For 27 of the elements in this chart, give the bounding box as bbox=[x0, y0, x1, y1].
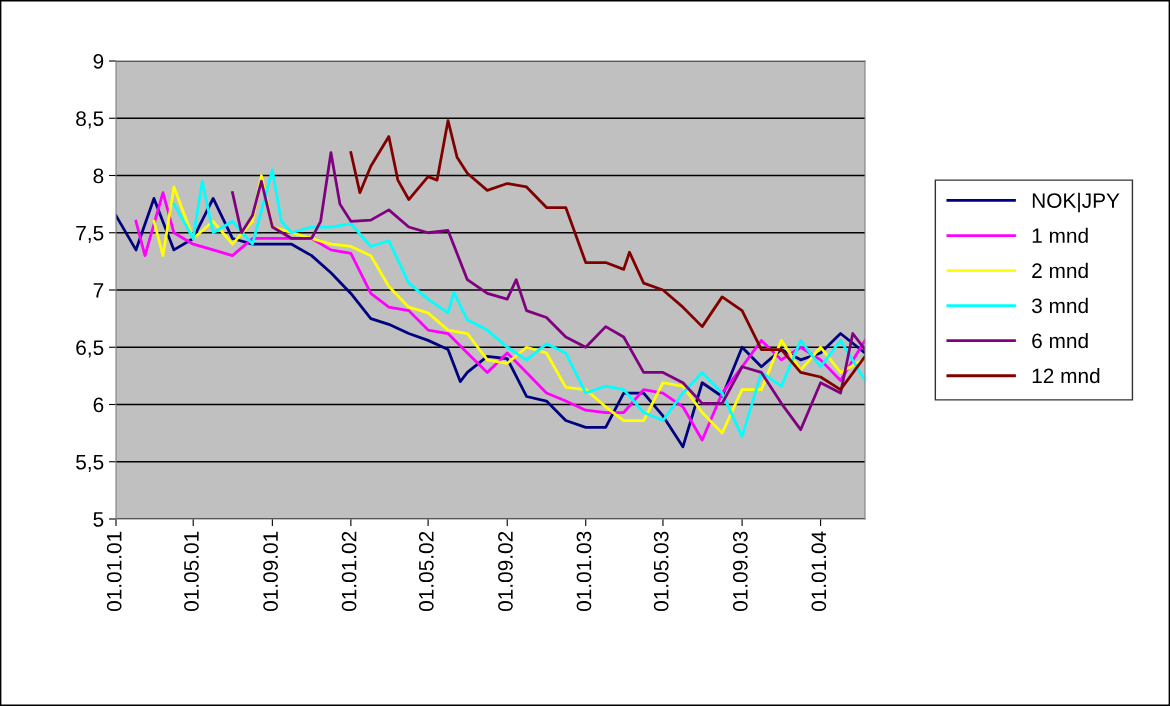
y-tick-label: 5,5 bbox=[76, 454, 104, 472]
legend-label: 12 mnd bbox=[1032, 367, 1100, 384]
y-tick-label: 8,5 bbox=[76, 111, 104, 129]
x-tick-label: 01.05.01 bbox=[184, 531, 199, 612]
x-tick-label: 01.01.01 bbox=[106, 531, 122, 612]
legend-label: 2 mnd bbox=[1032, 262, 1088, 279]
y-tick-label: 7,5 bbox=[76, 225, 104, 243]
line-series bbox=[349, 119, 865, 391]
legend-label: 3 mnd bbox=[1031, 297, 1088, 314]
y-tick-label: 5 bbox=[93, 512, 104, 527]
legend-label: 1 mnd bbox=[1032, 227, 1088, 244]
legend-label: NOK|JPY bbox=[1032, 192, 1120, 213]
x-tick-label: 01.09.02 bbox=[498, 531, 513, 612]
x-tick-label: 01.09.03 bbox=[732, 531, 748, 612]
y-tick-label: 7 bbox=[93, 283, 104, 298]
legend-label: 6 mnd bbox=[1032, 332, 1088, 349]
y-tick-label: 6 bbox=[93, 397, 104, 413]
x-tick-label: 01.05.02 bbox=[418, 531, 434, 612]
y-tick-label: 9 bbox=[93, 54, 104, 69]
x-tick-label: 01.01.03 bbox=[576, 531, 592, 612]
x-tick-label: 01.01.04 bbox=[811, 531, 827, 612]
x-tick-label: 01.01.02 bbox=[341, 531, 357, 612]
line-series bbox=[231, 151, 865, 432]
y-tick-label: 8 bbox=[93, 168, 104, 184]
y-tick-label: 6,5 bbox=[76, 340, 104, 358]
x-tick-label: 01.05.03 bbox=[653, 531, 669, 612]
x-tick-label: 01.09.01 bbox=[263, 531, 278, 612]
